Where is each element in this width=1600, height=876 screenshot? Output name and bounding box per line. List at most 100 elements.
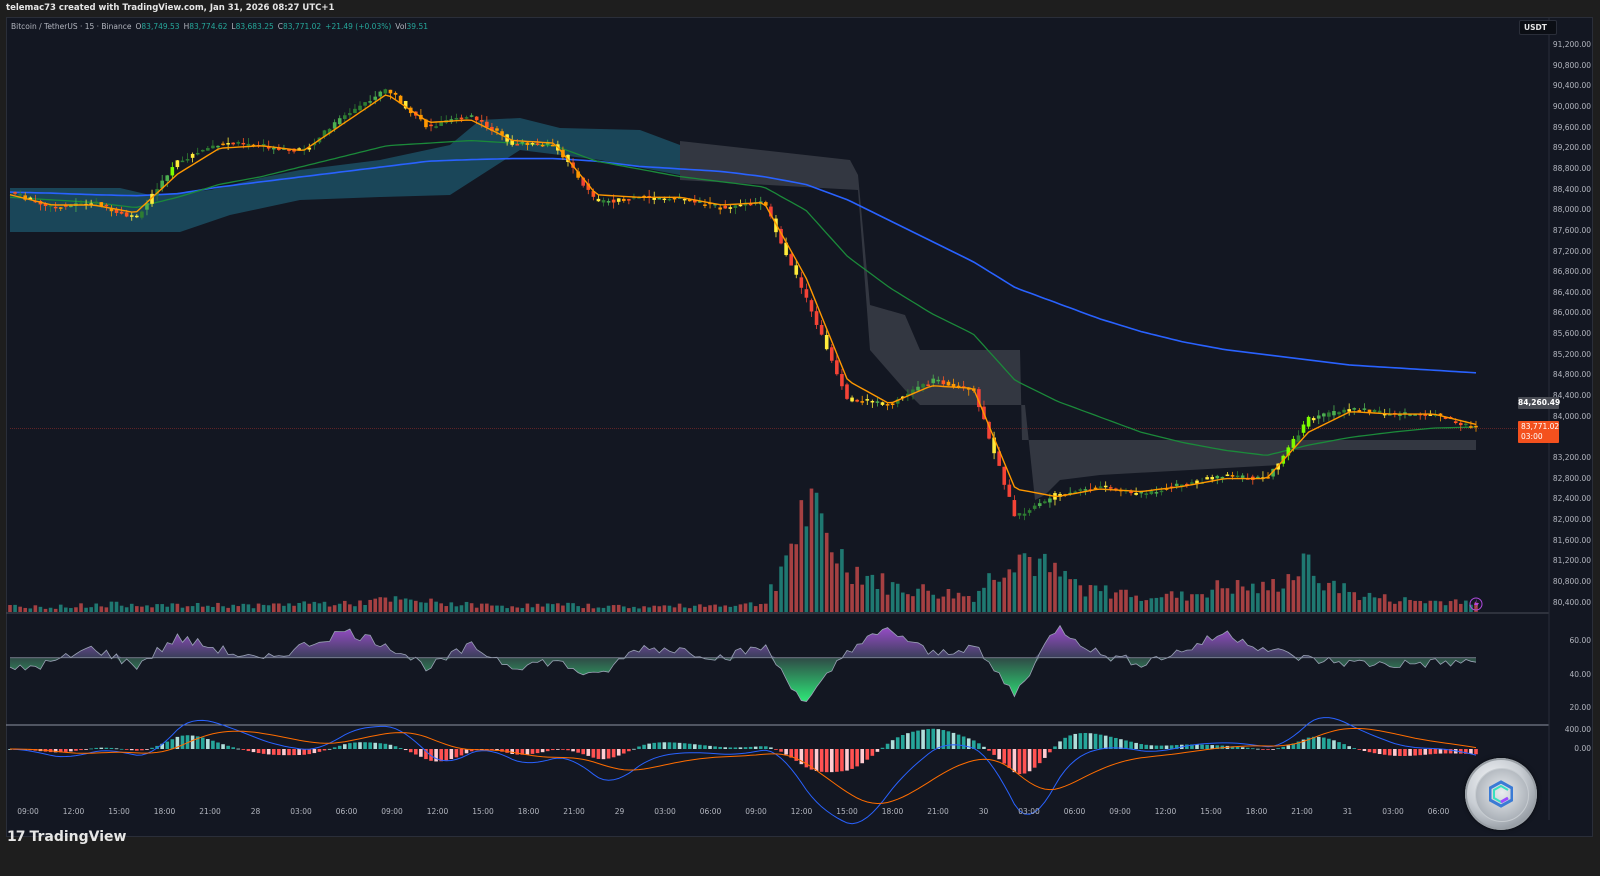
tradingview-brand: TradingView [29,829,127,845]
candle-body [1027,510,1032,513]
volume-bar [195,602,200,612]
volume-bar [1408,599,1412,612]
macd-histogram-bar [307,749,312,755]
volume-bar [951,598,956,612]
macd-histogram-bar [870,749,875,756]
candle-body [632,197,636,199]
macd-histogram-bar [1448,749,1453,754]
macd-histogram-bar [875,749,880,752]
candle-body [824,335,829,350]
macd-histogram-bar [1068,735,1072,749]
macd-histogram-bar [287,749,291,756]
volume-bar [114,601,119,612]
tradingview-logo[interactable]: 17 TradingView [7,829,126,845]
time-tick: 21:00 [1291,807,1313,816]
change-value: +21.49 (+0.03%) [325,22,392,31]
last-price-value: 83,771.02 [1521,422,1560,431]
macd-histogram-bar [221,744,225,749]
volume-bar [972,601,976,612]
volume-bar [510,606,514,612]
macd-histogram-bar [495,749,499,751]
volume-bar [581,608,586,612]
candle-body [1306,416,1311,427]
volume-bar [1256,593,1260,612]
candle-body [1453,421,1458,423]
volume-bar [1073,579,1078,612]
macd-histogram-bar [1266,749,1270,750]
volume-bar [698,604,702,612]
close-value: 83,771.02 [283,22,322,31]
volume-bar [926,590,930,612]
macd-histogram-bar [606,749,611,759]
macd-histogram-bar [687,743,692,749]
volume-bar [1357,600,1362,612]
volume-bar [758,604,763,612]
macd-histogram-bar [439,749,443,762]
candle-body [429,124,433,127]
volume-bar [916,588,920,612]
volume-bar [647,607,651,612]
candle-body [819,324,824,335]
volume-bar [545,603,550,612]
candle-body [206,148,210,151]
macd-histogram-bar [1377,749,1382,755]
volume-bar [419,602,423,612]
volume-bar [1235,580,1240,612]
macd-histogram-bar [865,749,870,760]
price-tick: 85,600.00 [1552,329,1591,339]
candle-body [1103,485,1108,488]
candle-body [353,108,357,113]
candle-body [307,147,312,150]
macd-histogram-bar [1433,749,1438,754]
macd-histogram-bar [1154,745,1159,749]
symbol-title[interactable]: Bitcoin / TetherUS · 15 · Binance [11,22,132,31]
volume-bar [591,608,596,612]
candle-body [1225,474,1230,476]
volume-bar [388,601,393,612]
candle-body [1185,483,1189,486]
volume-bar [540,606,545,612]
macd-histogram-bar [1149,745,1154,749]
volume-bar [129,603,134,612]
volume-bar [667,605,672,612]
time-axis[interactable]: 09:00 12:00 15:00 18:00 21:00 28 03:00 06:00 09:… [6,800,1546,820]
macd-histogram-bar [414,749,418,755]
currency-button[interactable]: USDT [1519,20,1557,35]
candle-body [520,141,525,144]
candle-body [236,142,241,144]
chart-canvas[interactable] [6,17,1593,837]
candle-body [855,399,859,402]
volume-bar [804,526,809,612]
macd-histogram-bar [748,746,753,749]
macd-histogram-bar [693,744,697,749]
volume-bar [1043,553,1047,612]
price-tick: 84,800.00 [1552,370,1591,380]
volume-bar [627,608,631,612]
macd-histogram-bar [718,746,722,749]
candle-body [936,379,941,382]
volume-bar [28,608,33,612]
macd-histogram-bar [637,746,641,749]
macd-histogram-bar [1261,749,1265,750]
volume-bar [870,574,875,612]
macd-histogram-bar [784,749,788,755]
macd-histogram-bar [890,740,895,749]
macd-histogram-bar [961,736,966,749]
candle-body [601,200,606,203]
price-tick: 90,400.00 [1552,81,1591,91]
price-tick: 87,600.00 [1552,225,1591,235]
price-axis[interactable]: 91,200.00 90,800.00 90,400.00 90,000.00 89,6… [1549,17,1593,817]
volume-bar [921,584,925,612]
volume-bar [1251,583,1255,612]
macd-histogram-bar [1185,744,1189,749]
macd-histogram-bar [358,742,362,749]
rsi-line [9,624,1477,702]
lightning-icon[interactable] [1469,597,1483,611]
candle-body [1017,513,1022,516]
volume-bar [1372,597,1377,612]
candle-body [1144,493,1149,495]
volume-bar [713,604,717,612]
macd-histogram-bar [789,749,793,758]
candle-body [789,254,793,266]
